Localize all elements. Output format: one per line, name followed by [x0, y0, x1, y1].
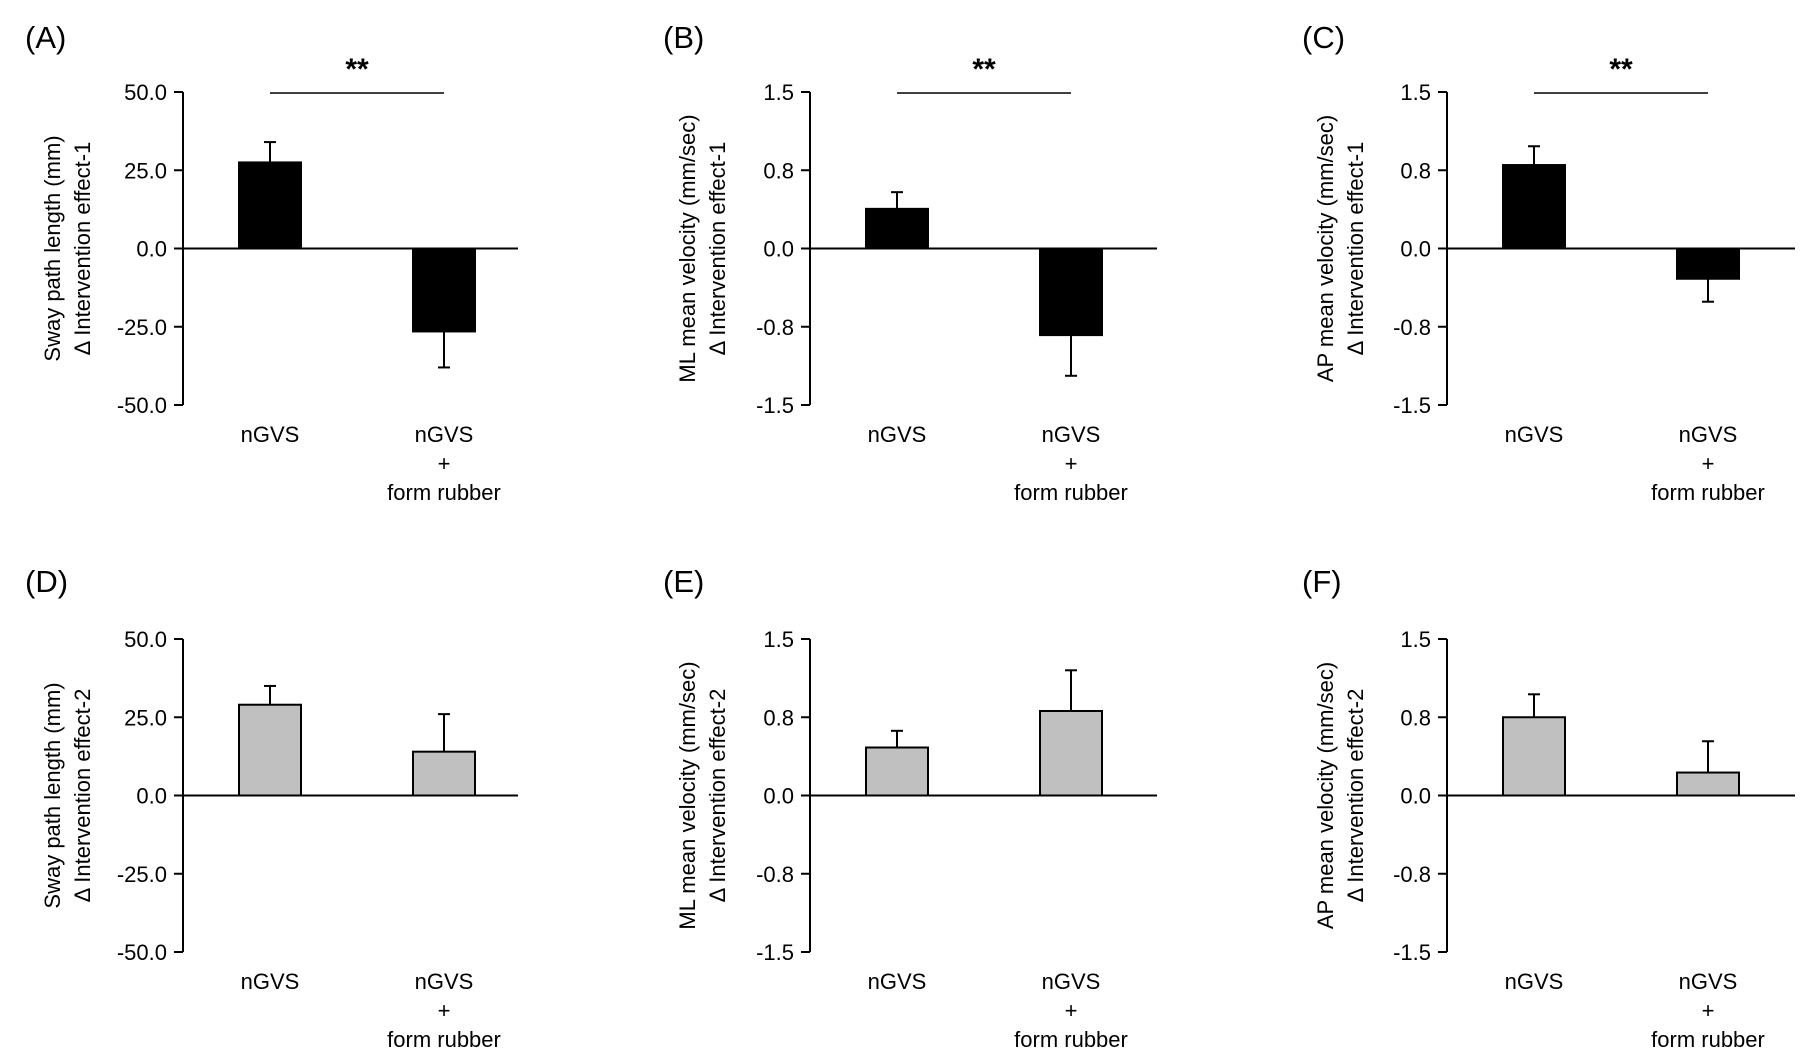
bar: [1039, 247, 1103, 337]
bar: [1502, 164, 1566, 250]
bar: [865, 746, 929, 797]
y-tick-label: 0.8: [1400, 705, 1431, 730]
y-tick-label: -25.0: [117, 315, 167, 340]
x-category-label: form rubber: [1014, 1027, 1128, 1052]
y-axis-label: Δ Intervention effect-2: [1343, 689, 1368, 903]
x-category-label: +: [438, 998, 451, 1023]
y-tick-label: 0.0: [1400, 784, 1431, 809]
x-category-label: form rubber: [1651, 480, 1765, 505]
chart-panel-c: (C) 1.5 0.8 0.0 -0.8 -1.5 AP mean velocity (mm…: [1302, 20, 1795, 505]
y-tick-label: 25.0: [124, 158, 167, 183]
panel-label: (B): [663, 20, 704, 55]
y-axis-label: Δ Intervention effect-2: [70, 689, 95, 903]
chart-panel-d: (D) 50.0 25.0 0.0 -25.0 -50.0 Sway path length…: [25, 564, 518, 1052]
y-tick-label: 25.0: [124, 705, 167, 730]
x-category-label: nGVS: [868, 969, 927, 994]
x-category-label: nGVS: [1042, 969, 1101, 994]
y-tick-label: 0.0: [763, 237, 794, 262]
y-tick-label: -25.0: [117, 862, 167, 887]
y-tick-label: -0.8: [756, 862, 794, 887]
x-category-label: nGVS: [415, 969, 474, 994]
bar: [238, 703, 302, 797]
x-category-label: form rubber: [387, 480, 501, 505]
y-tick-label: 1.5: [1400, 80, 1431, 105]
y-axis-label: ML mean velocity (mm/sec): [675, 114, 700, 382]
significance-marker: **: [1609, 53, 1633, 86]
panel-label: (D): [25, 564, 68, 599]
bar: [412, 750, 476, 797]
bar: [865, 207, 929, 250]
significance-marker: **: [345, 53, 369, 86]
x-category-label: nGVS: [1505, 969, 1564, 994]
panel-label: (E): [663, 564, 704, 599]
bar: [1676, 771, 1740, 797]
y-axis-label: Δ Intervention effect-2: [705, 689, 730, 903]
y-axis-label: Sway path length (mm): [40, 682, 65, 908]
x-category-label: nGVS: [241, 969, 300, 994]
x-category-label: nGVS: [1679, 422, 1738, 447]
y-axis-label: AP mean velocity (mm/sec): [1313, 662, 1338, 929]
x-category-label: nGVS: [1505, 422, 1564, 447]
x-category-label: nGVS: [241, 422, 300, 447]
y-tick-label: 1.5: [1400, 627, 1431, 652]
y-tick-label: 0.0: [763, 784, 794, 809]
y-tick-label: 0.8: [1400, 158, 1431, 183]
x-category-label: form rubber: [387, 1027, 501, 1052]
panel-label: (C): [1302, 20, 1345, 55]
y-tick-label: 1.5: [763, 627, 794, 652]
y-tick-label: -1.5: [756, 940, 794, 965]
y-tick-label: 1.5: [763, 80, 794, 105]
y-axis-label: AP mean velocity (mm/sec): [1313, 115, 1338, 382]
x-category-label: +: [438, 451, 451, 476]
y-axis-label: Δ Intervention effect-1: [705, 142, 730, 356]
x-category-label: +: [1702, 451, 1715, 476]
x-category-label: form rubber: [1651, 1027, 1765, 1052]
x-category-label: +: [1702, 998, 1715, 1023]
y-tick-label: -0.8: [1393, 315, 1431, 340]
y-tick-label: -0.8: [1393, 862, 1431, 887]
y-axis-label: Δ Intervention effect-1: [70, 142, 95, 356]
panel-label: (F): [1302, 564, 1342, 599]
y-tick-label: -1.5: [1393, 393, 1431, 418]
y-tick-label: 0.8: [763, 158, 794, 183]
bar: [1039, 709, 1103, 797]
bar: [1502, 716, 1566, 797]
panel-label: (A): [25, 20, 66, 55]
bar: [1676, 247, 1740, 280]
x-category-label: nGVS: [1042, 422, 1101, 447]
y-axis-label: Sway path length (mm): [40, 135, 65, 361]
chart-panel-f: (F) 1.5 0.8 0.0 -0.8 -1.5 AP mean velocity (mm…: [1302, 564, 1795, 1052]
y-tick-label: 0.0: [136, 237, 167, 262]
y-tick-label: 0.8: [763, 705, 794, 730]
y-axis-label: ML mean velocity (mm/sec): [675, 661, 700, 929]
x-category-label: nGVS: [868, 422, 927, 447]
y-tick-label: 50.0: [124, 80, 167, 105]
x-category-label: +: [1065, 998, 1078, 1023]
significance-marker: **: [972, 53, 996, 86]
x-category-label: +: [1065, 451, 1078, 476]
x-category-label: nGVS: [1679, 969, 1738, 994]
chart-panel-e: (E) 1.5 0.8 0.0 -0.8 -1.5 ML mean velocity (mm…: [663, 564, 1157, 1052]
y-tick-label: -1.5: [756, 393, 794, 418]
y-tick-label: 50.0: [124, 627, 167, 652]
chart-panel-b: (B) 1.5 0.8 0.0 -0.8 -1.5 ML mean velocity (mm…: [663, 20, 1157, 505]
bar: [412, 247, 476, 333]
y-tick-label: -50.0: [117, 940, 167, 965]
x-category-label: nGVS: [415, 422, 474, 447]
x-category-label: form rubber: [1014, 480, 1128, 505]
y-tick-label: 0.0: [136, 784, 167, 809]
y-tick-label: -1.5: [1393, 940, 1431, 965]
y-tick-label: 0.0: [1400, 237, 1431, 262]
bar: [238, 161, 302, 250]
y-tick-label: -0.8: [756, 315, 794, 340]
y-axis-label: Δ Intervention effect-1: [1343, 142, 1368, 356]
chart-panel-a: (A) 50.0 25.0 0.0 -25.0 -50.0 Sway path length…: [25, 20, 518, 505]
y-tick-label: -50.0: [117, 393, 167, 418]
